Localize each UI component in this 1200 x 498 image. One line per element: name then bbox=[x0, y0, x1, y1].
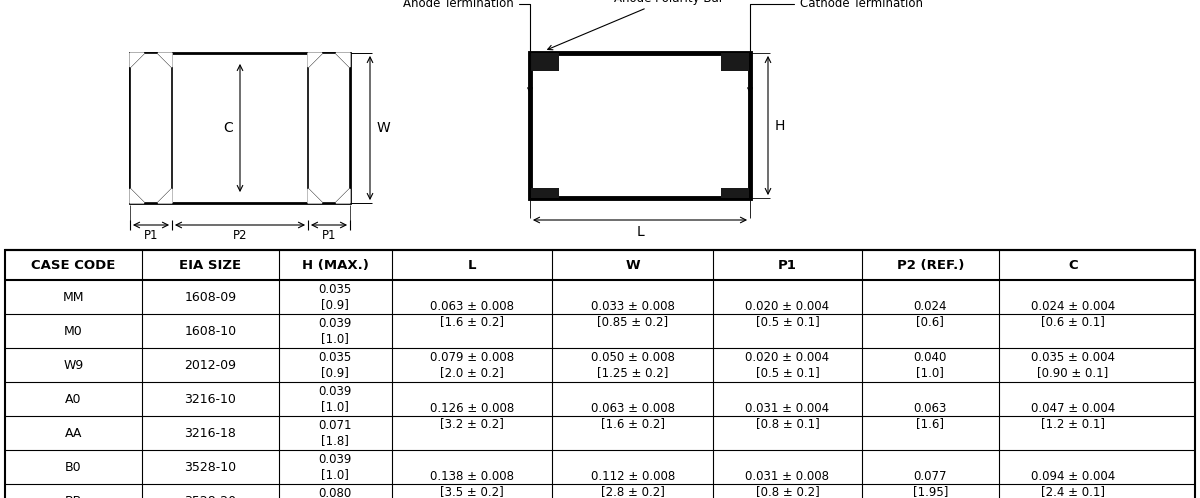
Polygon shape bbox=[158, 189, 172, 203]
Text: Cathode Termination: Cathode Termination bbox=[748, 0, 923, 93]
Text: 1608-10: 1608-10 bbox=[185, 325, 236, 338]
Text: 3216-18: 3216-18 bbox=[185, 426, 236, 440]
Text: M0: M0 bbox=[64, 325, 83, 338]
Text: 0.024 ± 0.004
[0.6 ± 0.1]: 0.024 ± 0.004 [0.6 ± 0.1] bbox=[1031, 300, 1115, 328]
Text: 0.035
[0.9]: 0.035 [0.9] bbox=[319, 351, 352, 379]
Bar bbox=[721, 188, 749, 198]
Text: C: C bbox=[223, 121, 233, 135]
Text: A0: A0 bbox=[65, 392, 82, 405]
Text: 0.035
[0.9]: 0.035 [0.9] bbox=[319, 283, 352, 311]
Text: 0.040
[1.0]: 0.040 [1.0] bbox=[913, 351, 947, 379]
Text: L: L bbox=[636, 225, 644, 239]
Text: L: L bbox=[468, 258, 476, 271]
Text: CASE CODE: CASE CODE bbox=[31, 258, 115, 271]
Text: 0.112 ± 0.008
[2.8 ± 0.2]: 0.112 ± 0.008 [2.8 ± 0.2] bbox=[590, 470, 674, 498]
Text: Anode Termination: Anode Termination bbox=[403, 0, 533, 93]
Polygon shape bbox=[336, 189, 350, 203]
Text: H (MAX.): H (MAX.) bbox=[301, 258, 368, 271]
Bar bbox=[130, 53, 172, 203]
Text: Anode Polarity Bar: Anode Polarity Bar bbox=[547, 0, 724, 50]
Text: 0.079 ± 0.008
[2.0 ± 0.2]: 0.079 ± 0.008 [2.0 ± 0.2] bbox=[430, 351, 514, 379]
Text: 1608-09: 1608-09 bbox=[185, 290, 236, 303]
Text: 0.094 ± 0.004
[2.4 ± 0.1]: 0.094 ± 0.004 [2.4 ± 0.1] bbox=[1031, 470, 1115, 498]
Bar bbox=[308, 53, 350, 203]
Bar bbox=[130, 53, 350, 203]
Text: P2 (REF.): P2 (REF.) bbox=[896, 258, 964, 271]
Text: 0.024
[0.6]: 0.024 [0.6] bbox=[913, 300, 947, 328]
Text: H: H bbox=[775, 119, 785, 132]
Polygon shape bbox=[308, 53, 322, 67]
Bar bbox=[530, 53, 559, 71]
Bar bbox=[530, 188, 559, 198]
Text: P2: P2 bbox=[233, 229, 247, 242]
Text: W: W bbox=[376, 121, 390, 135]
Text: P1: P1 bbox=[322, 229, 336, 242]
Text: 2012-09: 2012-09 bbox=[185, 359, 236, 372]
Bar bbox=[5, 250, 1195, 498]
Text: 0.020 ± 0.004
[0.5 ± 0.1]: 0.020 ± 0.004 [0.5 ± 0.1] bbox=[745, 300, 829, 328]
Text: 0.063 ± 0.008
[1.6 ± 0.2]: 0.063 ± 0.008 [1.6 ± 0.2] bbox=[590, 402, 674, 430]
Bar bbox=[721, 53, 749, 71]
Text: 0.063
[1.6]: 0.063 [1.6] bbox=[913, 402, 947, 430]
Text: 0.047 ± 0.004
[1.2 ± 0.1]: 0.047 ± 0.004 [1.2 ± 0.1] bbox=[1031, 402, 1115, 430]
Text: 0.039
[1.0]: 0.039 [1.0] bbox=[318, 317, 352, 345]
Text: 0.077
[1.95]: 0.077 [1.95] bbox=[912, 470, 948, 498]
Text: 3528-10: 3528-10 bbox=[185, 461, 236, 474]
Text: BB: BB bbox=[65, 495, 82, 498]
Polygon shape bbox=[336, 53, 350, 67]
Bar bbox=[530, 53, 750, 198]
Text: 3528-20: 3528-20 bbox=[185, 495, 236, 498]
Text: EIA SIZE: EIA SIZE bbox=[179, 258, 241, 271]
Text: 3216-10: 3216-10 bbox=[185, 392, 236, 405]
Text: P1: P1 bbox=[778, 258, 797, 271]
Text: P1: P1 bbox=[144, 229, 158, 242]
Text: 0.126 ± 0.008
[3.2 ± 0.2]: 0.126 ± 0.008 [3.2 ± 0.2] bbox=[430, 402, 515, 430]
Text: 0.031 ± 0.008
[0.8 ± 0.2]: 0.031 ± 0.008 [0.8 ± 0.2] bbox=[745, 470, 829, 498]
Text: W: W bbox=[625, 258, 640, 271]
Text: W9: W9 bbox=[64, 359, 84, 372]
Polygon shape bbox=[130, 189, 144, 203]
Polygon shape bbox=[130, 53, 144, 67]
Text: 0.050 ± 0.008
[1.25 ± 0.2]: 0.050 ± 0.008 [1.25 ± 0.2] bbox=[590, 351, 674, 379]
Text: 0.080
[2.0]: 0.080 [2.0] bbox=[319, 487, 352, 498]
Text: 0.063 ± 0.008
[1.6 ± 0.2]: 0.063 ± 0.008 [1.6 ± 0.2] bbox=[430, 300, 514, 328]
Text: MM: MM bbox=[62, 290, 84, 303]
Text: 0.035 ± 0.004
[0.90 ± 0.1]: 0.035 ± 0.004 [0.90 ± 0.1] bbox=[1031, 351, 1115, 379]
Text: 0.020 ± 0.004
[0.5 ± 0.1]: 0.020 ± 0.004 [0.5 ± 0.1] bbox=[745, 351, 829, 379]
Text: AA: AA bbox=[65, 426, 82, 440]
Text: 0.138 ± 0.008
[3.5 ± 0.2]: 0.138 ± 0.008 [3.5 ± 0.2] bbox=[430, 470, 514, 498]
Text: C: C bbox=[1068, 258, 1078, 271]
Text: 0.071
[1.8]: 0.071 [1.8] bbox=[318, 419, 352, 447]
Text: B0: B0 bbox=[65, 461, 82, 474]
Text: 0.033 ± 0.008
[0.85 ± 0.2]: 0.033 ± 0.008 [0.85 ± 0.2] bbox=[590, 300, 674, 328]
Polygon shape bbox=[158, 53, 172, 67]
Text: 0.039
[1.0]: 0.039 [1.0] bbox=[318, 453, 352, 481]
Text: 0.039
[1.0]: 0.039 [1.0] bbox=[318, 385, 352, 413]
Text: 0.031 ± 0.004
[0.8 ± 0.1]: 0.031 ± 0.004 [0.8 ± 0.1] bbox=[745, 402, 829, 430]
Polygon shape bbox=[308, 189, 322, 203]
